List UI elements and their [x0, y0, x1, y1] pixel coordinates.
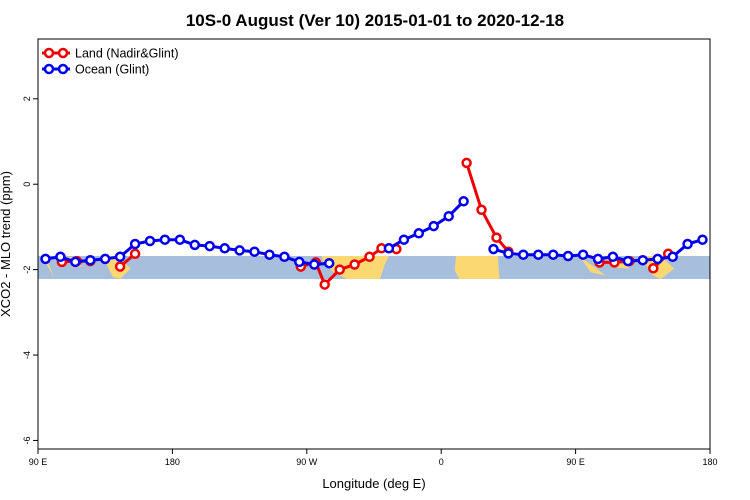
x-tick-label: 90 E — [29, 457, 48, 467]
data-point — [592, 253, 604, 265]
x-tick-label: 90 W — [296, 457, 318, 467]
chart-title: 10S-0 August (Ver 10) 2015-01-01 to 2020… — [186, 11, 564, 30]
data-point — [503, 248, 514, 259]
data-point — [114, 251, 126, 263]
data-point — [607, 251, 619, 263]
data-point — [85, 254, 96, 266]
plot-frame — [37, 38, 711, 450]
data-point — [652, 253, 663, 265]
data-point — [334, 264, 345, 275]
data-point — [114, 261, 126, 272]
data-point — [458, 196, 469, 207]
legend-label: Ocean (Glint) — [75, 63, 149, 77]
data-point — [637, 254, 649, 266]
data-point — [129, 248, 141, 260]
data-point — [562, 250, 574, 262]
series-line — [465, 162, 510, 253]
data-point — [309, 259, 320, 270]
data-point — [488, 243, 499, 255]
data-point — [428, 220, 439, 232]
y-tick-label: 0 — [22, 182, 32, 187]
data-point — [279, 251, 290, 263]
data-point — [461, 157, 472, 169]
data-point — [204, 240, 215, 252]
data-point — [174, 234, 186, 245]
data-point — [577, 249, 589, 260]
legend-marker — [43, 47, 55, 59]
data-point — [129, 238, 141, 250]
data-point — [364, 251, 375, 263]
data-point — [349, 259, 360, 270]
data-point — [144, 235, 156, 247]
data-point — [648, 263, 659, 274]
data-point — [533, 249, 544, 260]
data-point — [55, 251, 66, 263]
data-point — [189, 239, 201, 251]
data-point — [234, 245, 245, 256]
x-axis-label: Longitude (deg E) — [322, 476, 425, 491]
land-indonesia-east — [580, 257, 606, 276]
legend-marker — [57, 47, 69, 59]
y-tick-label: -4 — [22, 351, 32, 359]
data-point — [476, 204, 487, 216]
y-tick-label: 2 — [22, 96, 32, 101]
data-point — [443, 210, 454, 222]
data-point — [264, 249, 275, 260]
data-point — [219, 243, 230, 254]
axes: 90 E 180 90 W 0 90 E 180 2 0 -2 -4 -6 — [22, 96, 718, 467]
data-point — [682, 238, 693, 250]
legend-marker — [43, 63, 55, 75]
data-point — [398, 234, 410, 245]
data-point — [294, 256, 305, 268]
series-layer — [40, 157, 708, 290]
data-point — [413, 228, 425, 239]
data-point — [99, 253, 111, 265]
data-point — [249, 246, 260, 257]
data-point — [667, 251, 678, 263]
data-point — [70, 256, 81, 268]
data-point — [159, 234, 171, 245]
data-point — [40, 253, 51, 265]
data-point — [319, 279, 330, 290]
legend-marker — [57, 63, 69, 75]
data-point — [323, 257, 335, 269]
land-africa — [454, 256, 500, 279]
data-point — [491, 232, 502, 243]
x-tick-label: 90 E — [566, 457, 585, 467]
x-tick-label: 180 — [702, 457, 717, 467]
y-axis-label: XCO2 - MLO trend (ppm) — [0, 171, 13, 317]
data-point — [622, 255, 634, 267]
series-ocean — [40, 196, 708, 270]
x-tick-label: 0 — [439, 457, 444, 467]
legend-label: Land (Nadir&Glint) — [75, 47, 179, 61]
legend: Land (Nadir&Glint) Ocean (Glint) — [42, 47, 179, 77]
data-point — [547, 249, 559, 260]
y-tick-label: -6 — [22, 436, 32, 444]
y-tick-label: -2 — [22, 266, 32, 274]
data-point — [518, 249, 529, 260]
data-point — [383, 243, 395, 254]
data-point — [697, 234, 708, 245]
x-tick-label: 180 — [165, 457, 180, 467]
